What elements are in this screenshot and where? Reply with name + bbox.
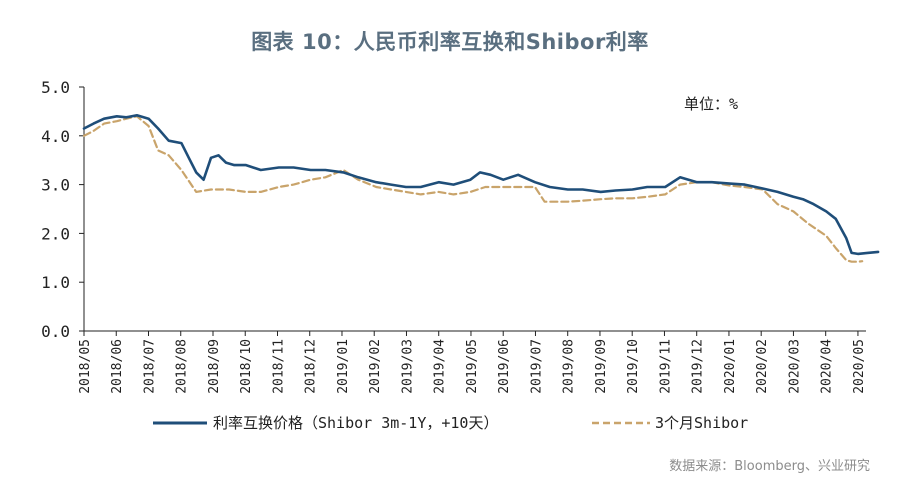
x-tick-label: 2019/10 [626, 339, 641, 394]
chart-title: 图表 10：人民币利率互换和Shibor利率 [251, 30, 649, 54]
y-tick-label: 4.0 [41, 127, 70, 146]
unit-label: 单位：% [684, 95, 738, 113]
x-tick-label: 2020/03 [787, 339, 802, 394]
x-tick-label: 2020/04 [820, 339, 835, 394]
x-tick-label: 2019/01 [336, 339, 351, 394]
x-tick-label: 2020/02 [755, 339, 770, 394]
x-tick-label: 2018/12 [304, 339, 319, 394]
x-tick-label: 2018/08 [175, 339, 190, 394]
x-tick-label: 2019/03 [400, 339, 415, 394]
x-tick-label: 2018/06 [110, 339, 125, 394]
legend-label-0: 利率互换价格（Shibor 3m-1Y，+10天） [213, 414, 498, 432]
y-tick-label: 2.0 [41, 224, 70, 243]
y-tick-label: 1.0 [41, 273, 70, 292]
series-line-1 [82, 115, 864, 263]
x-tick-label: 2019/08 [562, 339, 577, 394]
x-tick-label: 2019/06 [497, 339, 512, 394]
x-tick-label: 2018/05 [78, 339, 93, 394]
x-tick-label: 2018/11 [271, 339, 286, 394]
y-tick-label: 0.0 [41, 322, 70, 341]
y-tick-label: 5.0 [41, 78, 70, 97]
source-note: 数据来源：Bloomberg、兴业研究 [669, 459, 870, 474]
x-tick-label: 2019/09 [594, 339, 609, 394]
x-tick-label: 2019/05 [465, 339, 480, 394]
x-tick-label: 2019/02 [368, 339, 383, 394]
x-tick-label: 2018/10 [239, 339, 254, 394]
legend-label-1: 3个月Shibor [655, 414, 748, 432]
x-tick-label: 2018/09 [207, 339, 222, 394]
x-tick-label: 2019/07 [529, 339, 544, 394]
y-tick-label: 3.0 [41, 176, 70, 195]
x-tick-label: 2019/11 [658, 339, 673, 394]
x-tick-label: 2019/12 [691, 339, 706, 394]
series-line-0 [82, 114, 880, 256]
x-tick-label: 2020/05 [852, 339, 867, 394]
x-tick-label: 2018/07 [142, 339, 157, 394]
x-tick-label: 2019/04 [433, 339, 448, 394]
x-tick-label: 2020/01 [723, 339, 738, 394]
